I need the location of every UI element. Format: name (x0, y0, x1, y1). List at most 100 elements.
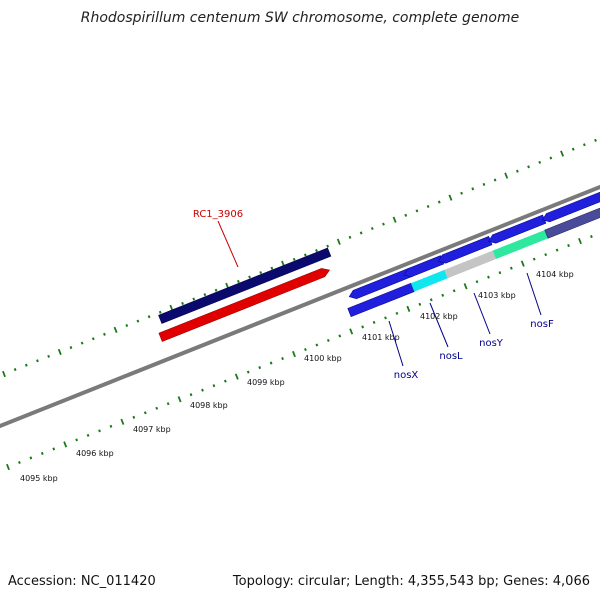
inner-tick-11 (132, 415, 136, 419)
inner-tick-39 (452, 289, 456, 293)
outer-tick-31 (348, 235, 352, 239)
outer-tick-0 (2, 370, 6, 378)
outer-tick-37 (415, 209, 419, 213)
nos-gene-upper-3[interactable] (437, 236, 493, 265)
outer-tick-26 (292, 257, 296, 261)
outer-tick-44 (493, 178, 497, 182)
gene-label-nosx[interactable]: nosX (394, 370, 419, 381)
outer-tick-6 (69, 346, 73, 350)
outer-tick-35 (392, 216, 397, 223)
tick-label-4101: 4101 kbp (362, 333, 400, 342)
outer-tick-34 (382, 222, 385, 226)
cds-next-segment[interactable] (544, 196, 600, 239)
genome-backbone (0, 184, 600, 429)
tick-label-4097: 4097 kbp (133, 425, 171, 434)
outer-tick-7 (80, 341, 84, 345)
inner-tick-28 (326, 338, 330, 343)
outer-tick-18 (203, 293, 207, 297)
inner-tick-25 (292, 350, 296, 358)
inner-tick-16 (189, 393, 193, 397)
inner-tick-ring (6, 235, 593, 471)
outer-tick-28 (315, 249, 318, 253)
outer-tick-38 (426, 204, 430, 209)
rc1-3906-leader (217, 220, 239, 268)
nos-gene-upper-5[interactable] (541, 180, 600, 224)
gene-label-rc1-3906[interactable]: RC1_3906 (193, 209, 243, 220)
tick-label-4102: 4102 kbp (420, 312, 458, 321)
inner-tick-6 (75, 438, 79, 442)
outer-tick-1 (13, 368, 17, 372)
outer-tick-27 (303, 253, 307, 257)
inner-tick-23 (269, 361, 273, 365)
outer-tick-45 (504, 172, 509, 179)
inner-tick-47 (544, 253, 548, 257)
gene-label-nosl[interactable]: nosL (439, 351, 463, 362)
outer-tick-43 (482, 182, 486, 186)
inner-tick-17 (201, 388, 204, 392)
inner-tick-42 (487, 275, 490, 279)
inner-tick-13 (155, 406, 159, 410)
inner-tick-8 (98, 429, 101, 433)
cds-nosf-segment[interactable] (492, 229, 549, 260)
outer-tick-51 (571, 147, 575, 151)
inner-tick-38 (441, 293, 445, 297)
inner-tick-43 (498, 271, 502, 275)
gene-label-leaders (217, 220, 542, 367)
inner-tick-12 (143, 411, 147, 415)
inner-tick-5 (63, 441, 68, 448)
map-title: Rhodospirillum centenum SW chromosome, c… (80, 10, 520, 26)
outer-tick-22 (248, 275, 251, 279)
outer-tick-47 (527, 165, 530, 169)
inner-tick-20 (234, 373, 239, 380)
cds-nosl-segment[interactable] (410, 269, 448, 292)
outer-tick-40 (448, 194, 453, 201)
outer-tick-46 (516, 169, 519, 173)
outer-tick-32 (359, 231, 363, 235)
outer-tick-3 (36, 359, 39, 363)
cds-rc1-3906-arrow[interactable] (158, 266, 331, 342)
inner-tick-31 (361, 325, 365, 329)
outer-tick-14 (158, 310, 162, 314)
inner-tick-4 (52, 447, 56, 451)
outer-tick-48 (538, 160, 542, 164)
tick-label-4100: 4100 kbp (304, 354, 342, 363)
outer-tick-52 (582, 143, 586, 147)
inner-tick-3 (40, 451, 44, 455)
inner-tick-33 (384, 316, 387, 320)
inner-tick-15 (177, 396, 182, 403)
outer-tick-8 (91, 337, 95, 341)
nos-gene-upper-2[interactable] (402, 255, 445, 280)
inner-tick-41 (475, 280, 479, 284)
nos-gene-upper-1[interactable] (348, 267, 414, 301)
outer-tick-41 (460, 191, 463, 195)
outer-tick-49 (549, 156, 553, 160)
inner-tick-2 (29, 456, 33, 460)
inner-tick-21 (246, 370, 250, 374)
outer-tick-2 (24, 363, 28, 367)
outer-tick-23 (259, 271, 263, 275)
inner-tick-40 (463, 283, 468, 290)
outer-tick-10 (113, 326, 118, 334)
inner-tick-50 (578, 237, 582, 245)
outer-tick-13 (147, 315, 151, 319)
nosx-leader (388, 320, 404, 367)
outer-tick-9 (103, 332, 106, 336)
gene-rc1-3906-bar[interactable] (158, 247, 332, 324)
outer-tick-33 (370, 226, 374, 231)
cds-nosy-segment[interactable] (444, 250, 497, 279)
outer-tick-5 (57, 348, 62, 356)
nos-gene-upper-4[interactable] (487, 214, 547, 246)
outer-tick-12 (136, 319, 140, 323)
inner-tick-45 (520, 260, 525, 267)
outer-tick-4 (47, 354, 51, 358)
inner-tick-0 (6, 463, 10, 471)
outer-tick-21 (236, 279, 240, 283)
inner-tick-30 (349, 328, 354, 335)
gene-label-nosf[interactable]: nosF (530, 319, 554, 330)
inner-tick-18 (212, 384, 216, 388)
outer-tick-11 (125, 323, 129, 328)
genome-summary-text: Topology: circular; Length: 4,355,543 bp… (232, 574, 590, 589)
inner-tick-1 (18, 460, 21, 465)
gene-label-nosy[interactable]: nosY (479, 338, 504, 349)
